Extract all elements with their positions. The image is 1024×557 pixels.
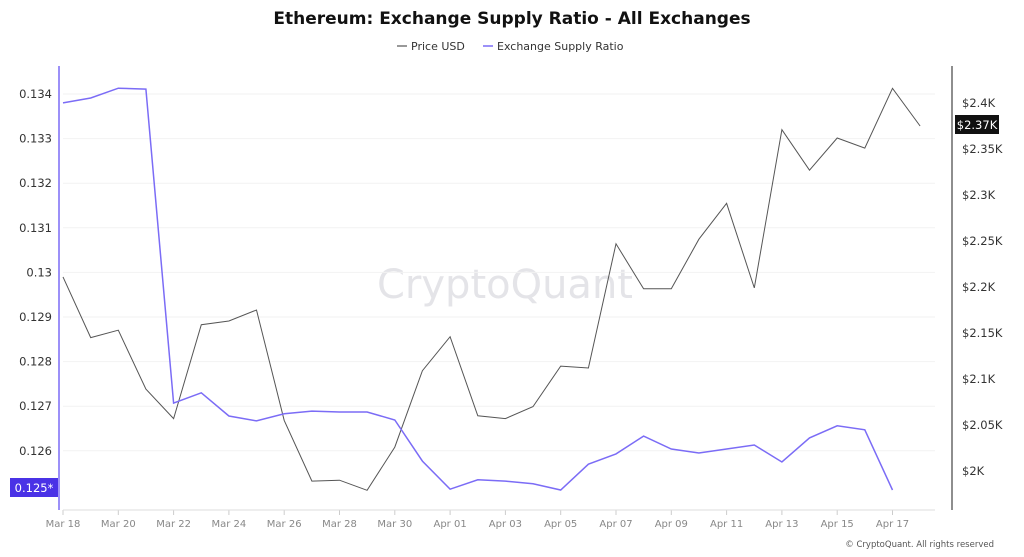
x-tick-label: Mar 26: [267, 519, 302, 530]
x-tick-label: Mar 28: [322, 519, 357, 530]
price-line: [62, 87, 921, 491]
chart-title: Ethereum: Exchange Supply Ratio - All Ex…: [273, 9, 750, 29]
right-tick-label: $2.15K: [962, 326, 1003, 340]
ratio-line: [62, 87, 894, 491]
right-tick-label: $2.25K: [962, 234, 1003, 248]
watermark: CryptoQuant: [377, 262, 633, 308]
left-current-label: 0.125*: [15, 481, 54, 495]
left-tick-label: 0.129: [19, 310, 52, 324]
left-tick-label: 0.128: [19, 355, 52, 369]
left-current-badge: 0.125*: [10, 478, 58, 497]
right-tick-label: $2.35K: [962, 142, 1003, 156]
x-tick-label: Apr 11: [710, 519, 743, 530]
x-tick-label: Apr 09: [655, 519, 688, 530]
legend-ratio[interactable]: Exchange Supply Ratio: [497, 40, 624, 53]
x-tick-label: Apr 07: [599, 519, 632, 530]
legend[interactable]: Price USD Exchange Supply Ratio: [397, 40, 624, 53]
right-tick-label: $2.4K: [962, 96, 996, 110]
left-tick-label: 0.131: [19, 221, 52, 235]
right-tick-label: $2.1K: [962, 372, 996, 386]
x-tick-label: Apr 05: [544, 519, 577, 530]
right-tick-label: $2.05K: [962, 418, 1003, 432]
x-tick-label: Apr 03: [489, 519, 522, 530]
left-tick-label: 0.126: [19, 444, 52, 458]
x-tick-label: Mar 22: [156, 519, 191, 530]
x-tick-label: Apr 15: [821, 519, 854, 530]
right-current-badge: $2.37K: [955, 115, 999, 134]
legend-price[interactable]: Price USD: [411, 40, 465, 53]
x-tick-label: Mar 20: [101, 519, 136, 530]
left-tick-label: 0.127: [19, 399, 52, 413]
copyright: © CryptoQuant. All rights reserved: [845, 540, 994, 550]
left-tick-label: 0.134: [19, 87, 52, 101]
right-current-label: $2.37K: [957, 118, 998, 132]
right-tick-label: $2.3K: [962, 188, 996, 202]
x-tick-label: Apr 01: [433, 519, 466, 530]
x-tick-label: Apr 13: [765, 519, 798, 530]
left-tick-label: 0.132: [19, 176, 52, 190]
right-tick-label: $2K: [962, 464, 985, 478]
x-tick-label: Mar 30: [377, 519, 412, 530]
right-tick-label: $2.2K: [962, 280, 996, 294]
left-tick-label: 0.13: [26, 265, 52, 279]
x-tick-label: Mar 18: [46, 519, 81, 530]
x-tick-label: Apr 17: [876, 519, 909, 530]
x-tick-label: Mar 24: [212, 519, 247, 530]
left-tick-label: 0.133: [19, 132, 52, 146]
